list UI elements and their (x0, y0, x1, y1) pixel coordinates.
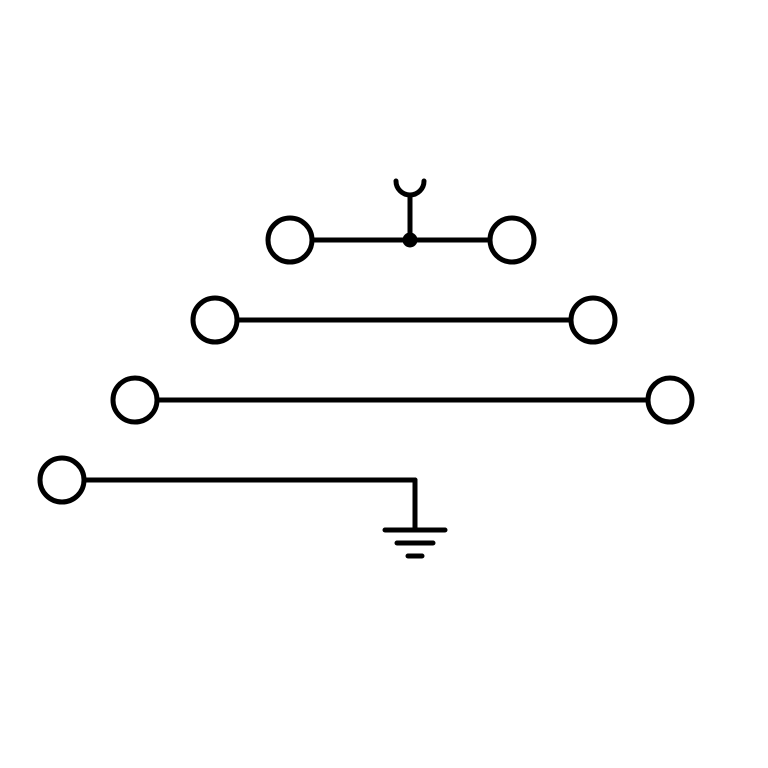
level-1-terminal-left (268, 218, 312, 262)
level-4-ground-terminal-left (40, 458, 84, 502)
level-1-terminal-right (490, 218, 534, 262)
level-3-terminal-right (648, 378, 692, 422)
level-2-terminal-left (193, 298, 237, 342)
level-2-terminal-right (571, 298, 615, 342)
terminal-block-schematic (0, 0, 768, 768)
level-3-terminal-left (113, 378, 157, 422)
level-1-tap-cup-icon (396, 181, 424, 195)
